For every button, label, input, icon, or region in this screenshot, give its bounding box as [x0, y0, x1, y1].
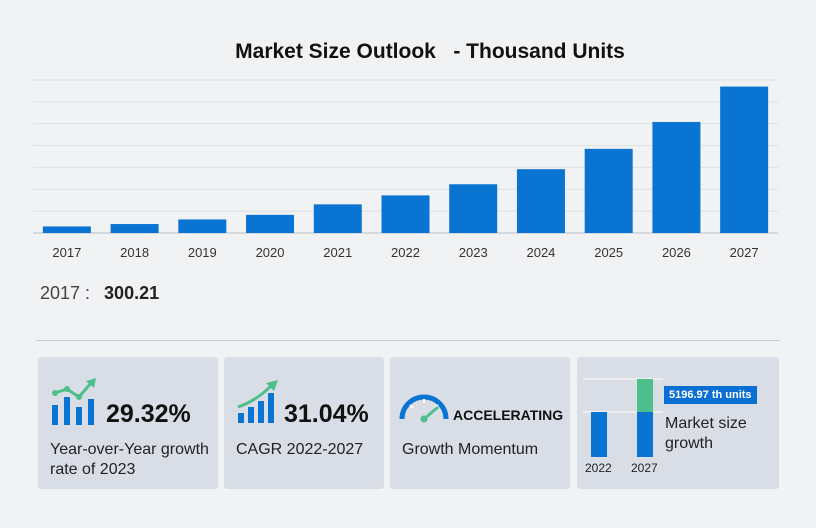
growth-description: Market size growth: [665, 415, 747, 452]
market-growth-card: 5196.97 th units Market size growth 2022…: [577, 357, 779, 489]
x-tick-label-2022: 2022: [391, 245, 420, 260]
cagr-value: 31.04%: [284, 400, 369, 428]
x-tick-label-2027: 2027: [730, 245, 759, 260]
divider: [36, 340, 780, 341]
chart-title: Market Size Outlook - Thousand Units: [235, 40, 625, 63]
bar-chart: 2017 2018 2019 2020 2021 2022 2023 2024 2025 2026…: [33, 79, 778, 260]
growth-bar-2022: [591, 412, 607, 457]
growth-x-label-2027: 2027: [631, 461, 658, 475]
selected-value-readout: 2017 : 300.21: [40, 283, 159, 304]
bars: [42, 86, 769, 233]
growth-x-label-2022: 2022: [585, 461, 612, 475]
bar-2027[interactable]: [720, 86, 769, 233]
growth-bar-2027-increment: [637, 379, 653, 412]
momentum-value: ACCELERATING: [453, 407, 564, 423]
bar-2020[interactable]: [246, 214, 295, 233]
bar-2024[interactable]: [516, 169, 565, 233]
x-tick-labels: 2017 2018 2019 2020 2021 2022 2023 2024 2025 2026…: [52, 245, 758, 260]
bar-2022[interactable]: [381, 195, 430, 233]
rising-bars-icon: [237, 380, 278, 423]
growth-badge: 5196.97 th units: [664, 386, 757, 404]
bar-2025[interactable]: [584, 148, 633, 233]
selected-year-value: 300.21: [104, 283, 160, 303]
bar-2026[interactable]: [652, 121, 701, 233]
bar-2021[interactable]: [313, 204, 362, 233]
x-tick-label-2019: 2019: [188, 245, 217, 260]
cagr-description: CAGR 2022-2027: [236, 441, 364, 458]
x-tick-label-2017: 2017: [52, 245, 81, 260]
cagr-card: 31.04% CAGR 2022-2027: [224, 357, 384, 489]
momentum-card: ACCELERATING Growth Momentum: [390, 357, 570, 489]
growth-bar-2027-base: [637, 412, 653, 457]
bar-2017[interactable]: [42, 226, 91, 233]
x-tick-label-2018: 2018: [120, 245, 149, 260]
x-tick-label-2026: 2026: [662, 245, 691, 260]
yoy-card: 29.32% Year-over-Year growth rate of 202…: [38, 357, 218, 489]
bar-2018[interactable]: [110, 224, 159, 233]
bar-growth-icon: [52, 378, 96, 425]
yoy-value: 29.32%: [106, 400, 191, 428]
x-tick-label-2020: 2020: [256, 245, 285, 260]
bar-2023[interactable]: [449, 184, 498, 233]
speedometer-icon: [399, 394, 449, 423]
x-tick-label-2025: 2025: [594, 245, 623, 260]
yoy-description: Year-over-Year growth rate of 2023: [50, 441, 209, 478]
growth-mini-chart: [583, 378, 663, 457]
x-tick-label-2023: 2023: [459, 245, 488, 260]
x-tick-label-2021: 2021: [323, 245, 352, 260]
bar-2019[interactable]: [178, 219, 227, 233]
selected-year-label: 2017 :: [40, 283, 91, 303]
momentum-description: Growth Momentum: [402, 441, 539, 458]
x-tick-label-2024: 2024: [526, 245, 555, 260]
